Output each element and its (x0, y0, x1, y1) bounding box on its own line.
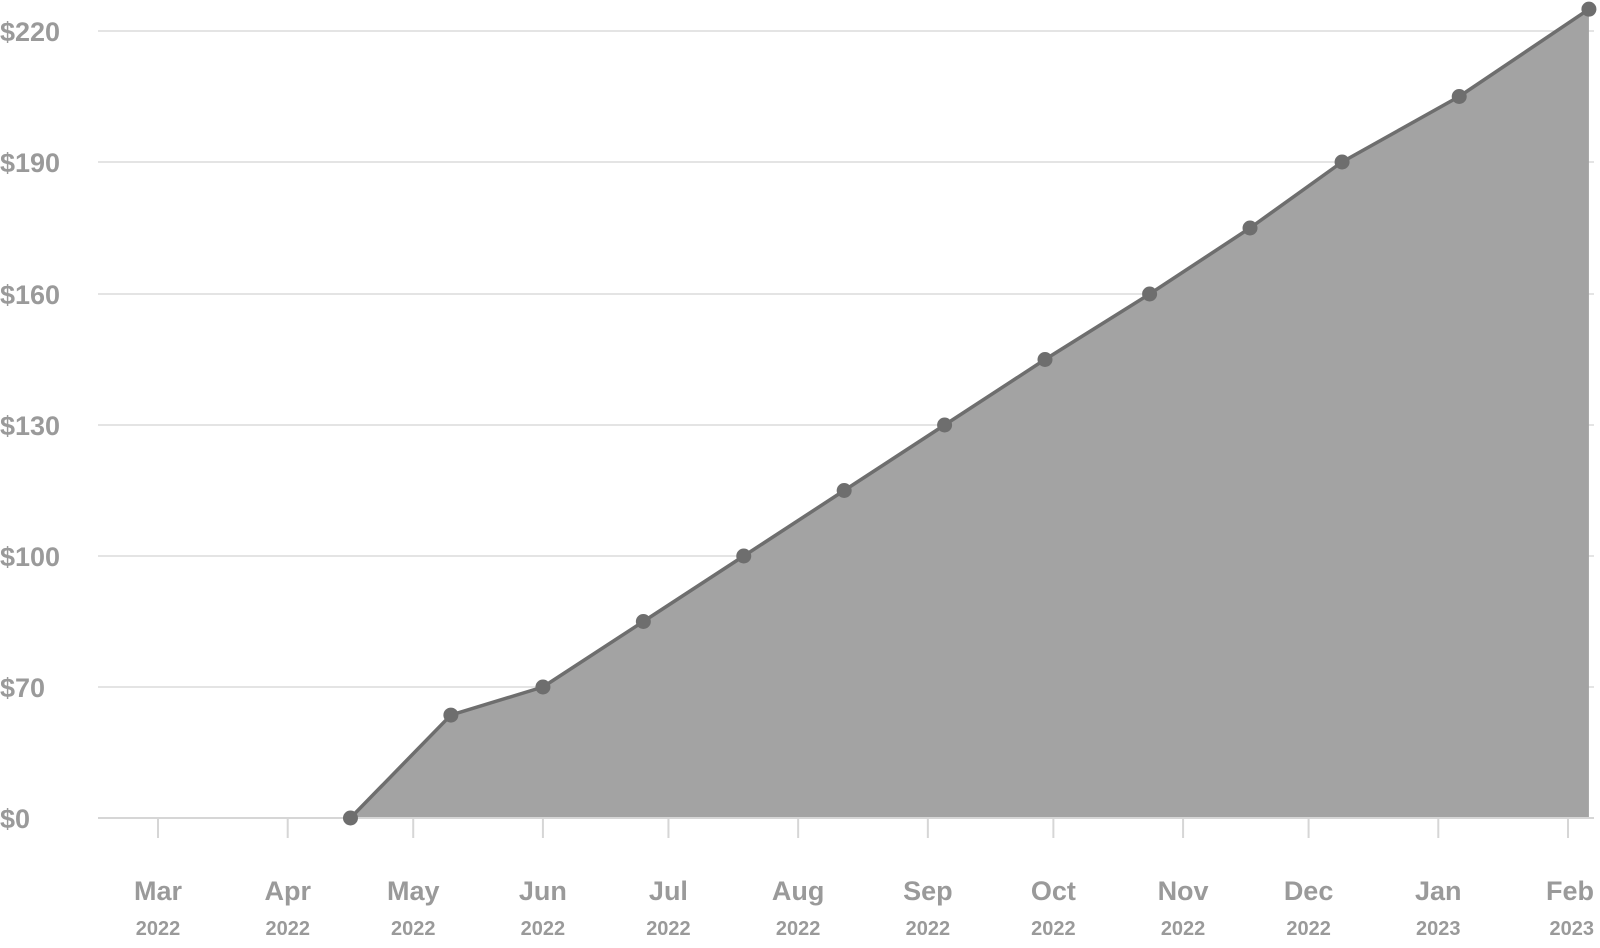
data-point-marker (937, 417, 953, 433)
y-tick-label: $190 (0, 148, 60, 178)
data-point-marker (736, 548, 752, 564)
data-point-marker (1451, 89, 1467, 104)
area-layer (349, 7, 1590, 820)
data-point-marker (1037, 352, 1053, 367)
x-tick-month-label: Aug (772, 876, 824, 906)
x-tick-year-label: 2022 (1286, 918, 1331, 940)
x-tick-month-label: Jun (519, 876, 567, 906)
y-tick-label: $130 (0, 411, 60, 441)
x-axis-ticks: Mar 2022 Apr 2022 May 2022 Jun 2022 Jul 2022 Aug 20… (134, 876, 1594, 940)
x-tick-year-label: 2022 (1161, 918, 1206, 940)
data-point-marker (1334, 154, 1350, 170)
x-tick-year-label: 2022 (265, 918, 310, 940)
x-tick-month-label: Mar (134, 876, 183, 906)
x-tick-year-label: 2022 (906, 918, 951, 940)
x-axis (98, 817, 1594, 838)
y-tick-label: $160 (0, 280, 60, 310)
data-point-marker (1242, 220, 1258, 236)
x-tick-year-label: 2022 (1031, 918, 1076, 940)
x-tick-month-label: Jul (649, 876, 688, 906)
x-tick-month-label: Apr (264, 876, 311, 906)
data-point-marker (1581, 1, 1597, 17)
y-tick-label: $0 (0, 804, 30, 834)
x-tick-month-label: Sep (903, 876, 953, 906)
x-tick-year-label: 2022 (646, 918, 691, 940)
area-fill (350, 9, 1589, 818)
x-tick-month-label: Nov (1158, 876, 1209, 906)
x-tick-year-label: 2023 (1416, 918, 1461, 940)
data-point-marker (635, 614, 651, 629)
data-point-marker (443, 707, 459, 723)
x-tick-month-label: Jan (1415, 876, 1462, 906)
x-tick-year-label: 2022 (391, 918, 436, 940)
data-point-marker (1142, 286, 1158, 302)
x-tick-month-label: May (387, 876, 440, 906)
data-point-marker (836, 483, 852, 498)
data-point-marker (342, 810, 358, 826)
data-markers (342, 1, 1597, 826)
y-tick-label: $220 (0, 17, 60, 47)
y-axis-ticks: $0 $70 $100 $130 $160 $190 $220 (0, 17, 60, 834)
x-tick-year-label: 2022 (521, 918, 566, 940)
x-tick-month-label: Oct (1031, 876, 1076, 906)
data-point-marker (535, 679, 551, 695)
x-tick-month-label: Dec (1284, 876, 1334, 906)
x-tick-year-label: 2023 (1550, 918, 1595, 940)
x-tick-month-label: Feb (1546, 876, 1594, 906)
x-tick-year-label: 2022 (776, 918, 821, 940)
y-tick-label: $100 (0, 542, 60, 572)
y-tick-label: $70 (0, 673, 45, 703)
x-tick-year-label: 2022 (136, 918, 181, 940)
